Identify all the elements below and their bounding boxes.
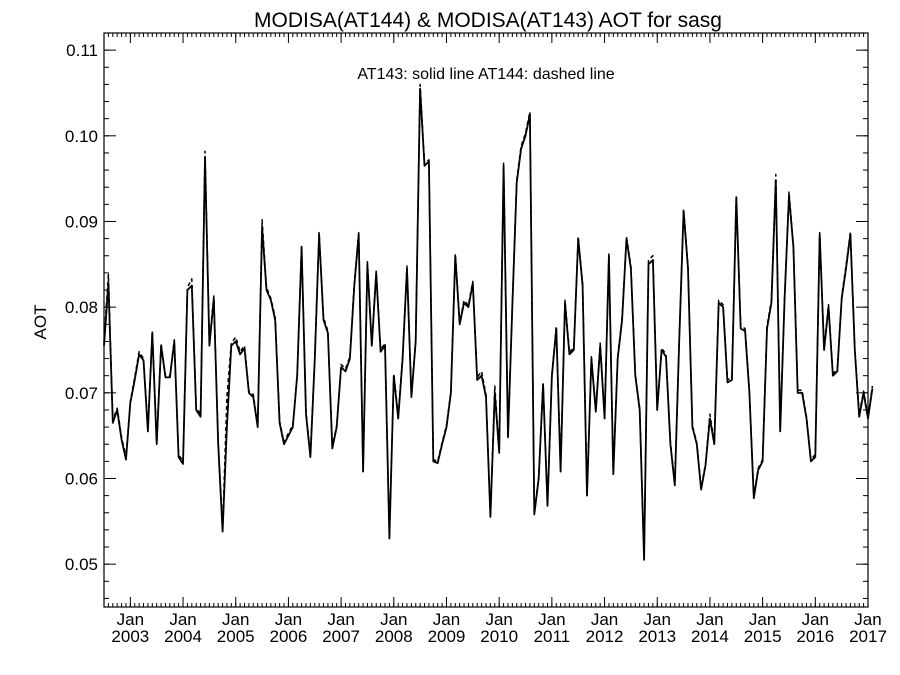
x-tick-label-year: 2010 xyxy=(480,627,518,646)
x-tick-label-month: Jan xyxy=(749,610,776,629)
x-tick-label-month: Jan xyxy=(485,610,512,629)
x-tick-label-month: Jan xyxy=(802,610,829,629)
plot-area: 0.050.060.070.080.090.100.11Jan2003Jan20… xyxy=(65,32,887,646)
x-tick-label-month: Jan xyxy=(117,610,144,629)
x-tick-label-year: 2007 xyxy=(322,627,360,646)
x-tick-label-year: 2016 xyxy=(796,627,834,646)
x-tick-label-year: 2011 xyxy=(534,627,571,646)
x-tick-label-year: 2004 xyxy=(164,627,202,646)
y-tick-label: 0.08 xyxy=(65,298,98,317)
x-tick-label-month: Jan xyxy=(222,610,249,629)
series-line-at144 xyxy=(103,83,874,559)
y-tick-label: 0.05 xyxy=(65,555,98,574)
x-tick-label-month: Jan xyxy=(327,610,354,629)
y-tick-label: 0.10 xyxy=(65,127,98,146)
x-tick-label-month: Jan xyxy=(696,610,723,629)
x-tick-label-month: Jan xyxy=(433,610,460,629)
chart-title: MODISA(AT144) & MODISA(AT143) AOT for sa… xyxy=(254,9,722,32)
y-tick-label: 0.07 xyxy=(65,384,98,403)
x-tick-label-year: 2017 xyxy=(849,627,887,646)
x-tick-label-year: 2013 xyxy=(638,627,676,646)
x-tick-label-month: Jan xyxy=(644,610,671,629)
x-tick-label-month: Jan xyxy=(538,610,565,629)
y-axis-label: AOT xyxy=(31,305,50,340)
y-tick-label: 0.11 xyxy=(66,41,98,60)
x-tick-label-year: 2014 xyxy=(691,627,729,646)
x-tick-label-year: 2008 xyxy=(375,627,413,646)
x-tick-label-month: Jan xyxy=(275,610,302,629)
x-tick-label-year: 2012 xyxy=(586,627,624,646)
y-tick-label: 0.09 xyxy=(65,212,98,231)
x-tick-label-month: Jan xyxy=(854,610,881,629)
x-tick-label-year: 2009 xyxy=(428,627,466,646)
x-tick-label-month: Jan xyxy=(380,610,407,629)
plot-frame xyxy=(103,32,869,608)
x-tick-label-year: 2015 xyxy=(744,627,782,646)
x-tick-label-month: Jan xyxy=(169,610,196,629)
series-line-at143 xyxy=(103,87,874,561)
x-tick-label-year: 2005 xyxy=(217,627,255,646)
chart-annotation: AT143: solid line AT144: dashed line xyxy=(357,66,614,83)
x-tick-label-year: 2003 xyxy=(111,627,149,646)
x-tick-label-month: Jan xyxy=(591,610,618,629)
y-tick-label: 0.06 xyxy=(65,469,98,488)
x-tick-label-year: 2006 xyxy=(269,627,307,646)
